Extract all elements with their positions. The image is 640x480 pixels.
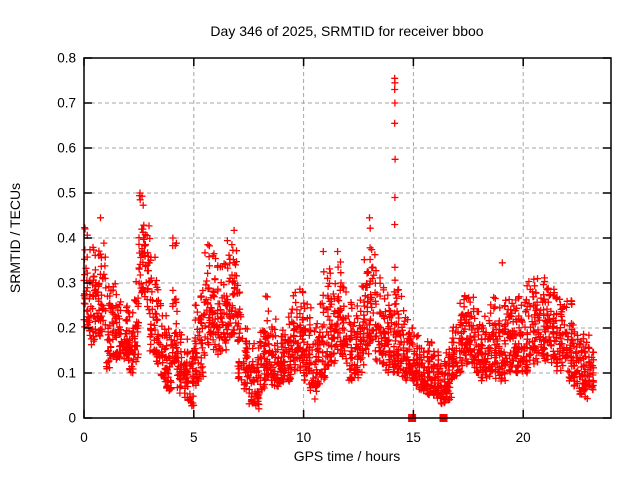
x-axis-label: GPS time / hours bbox=[294, 448, 401, 464]
y-tick-label: 0.4 bbox=[57, 231, 76, 246]
x-tick-label: 5 bbox=[190, 430, 198, 445]
x-tick-label: 15 bbox=[406, 430, 421, 445]
data-points bbox=[80, 74, 597, 413]
tick-labels: 0 5 10 15 20 0 0.1 0.2 0.3 0.4 0.5 0.6 0.7 0.8 bbox=[57, 51, 530, 446]
y-tick-label: 0.7 bbox=[57, 96, 76, 111]
y-axis-label: SRMTID / TECUs bbox=[7, 183, 23, 293]
y-tick-label: 0.1 bbox=[57, 366, 76, 381]
plot-border-and-ticks bbox=[83, 57, 612, 419]
y-tick-label: 0.3 bbox=[57, 276, 76, 291]
y-tick-label: 0.5 bbox=[57, 186, 76, 201]
x-tick-label: 0 bbox=[80, 430, 88, 445]
y-tick-label: 0.6 bbox=[57, 141, 76, 156]
x-tick-label: 20 bbox=[516, 430, 531, 445]
x-tick-label: 10 bbox=[296, 430, 311, 445]
y-tick-label: 0.2 bbox=[57, 321, 76, 336]
chart-title: Day 346 of 2025, SRMTID for receiver bbo… bbox=[210, 23, 483, 39]
gridlines bbox=[84, 58, 611, 418]
y-tick-label: 0.8 bbox=[57, 51, 76, 66]
y-tick-label: 0 bbox=[68, 411, 76, 426]
